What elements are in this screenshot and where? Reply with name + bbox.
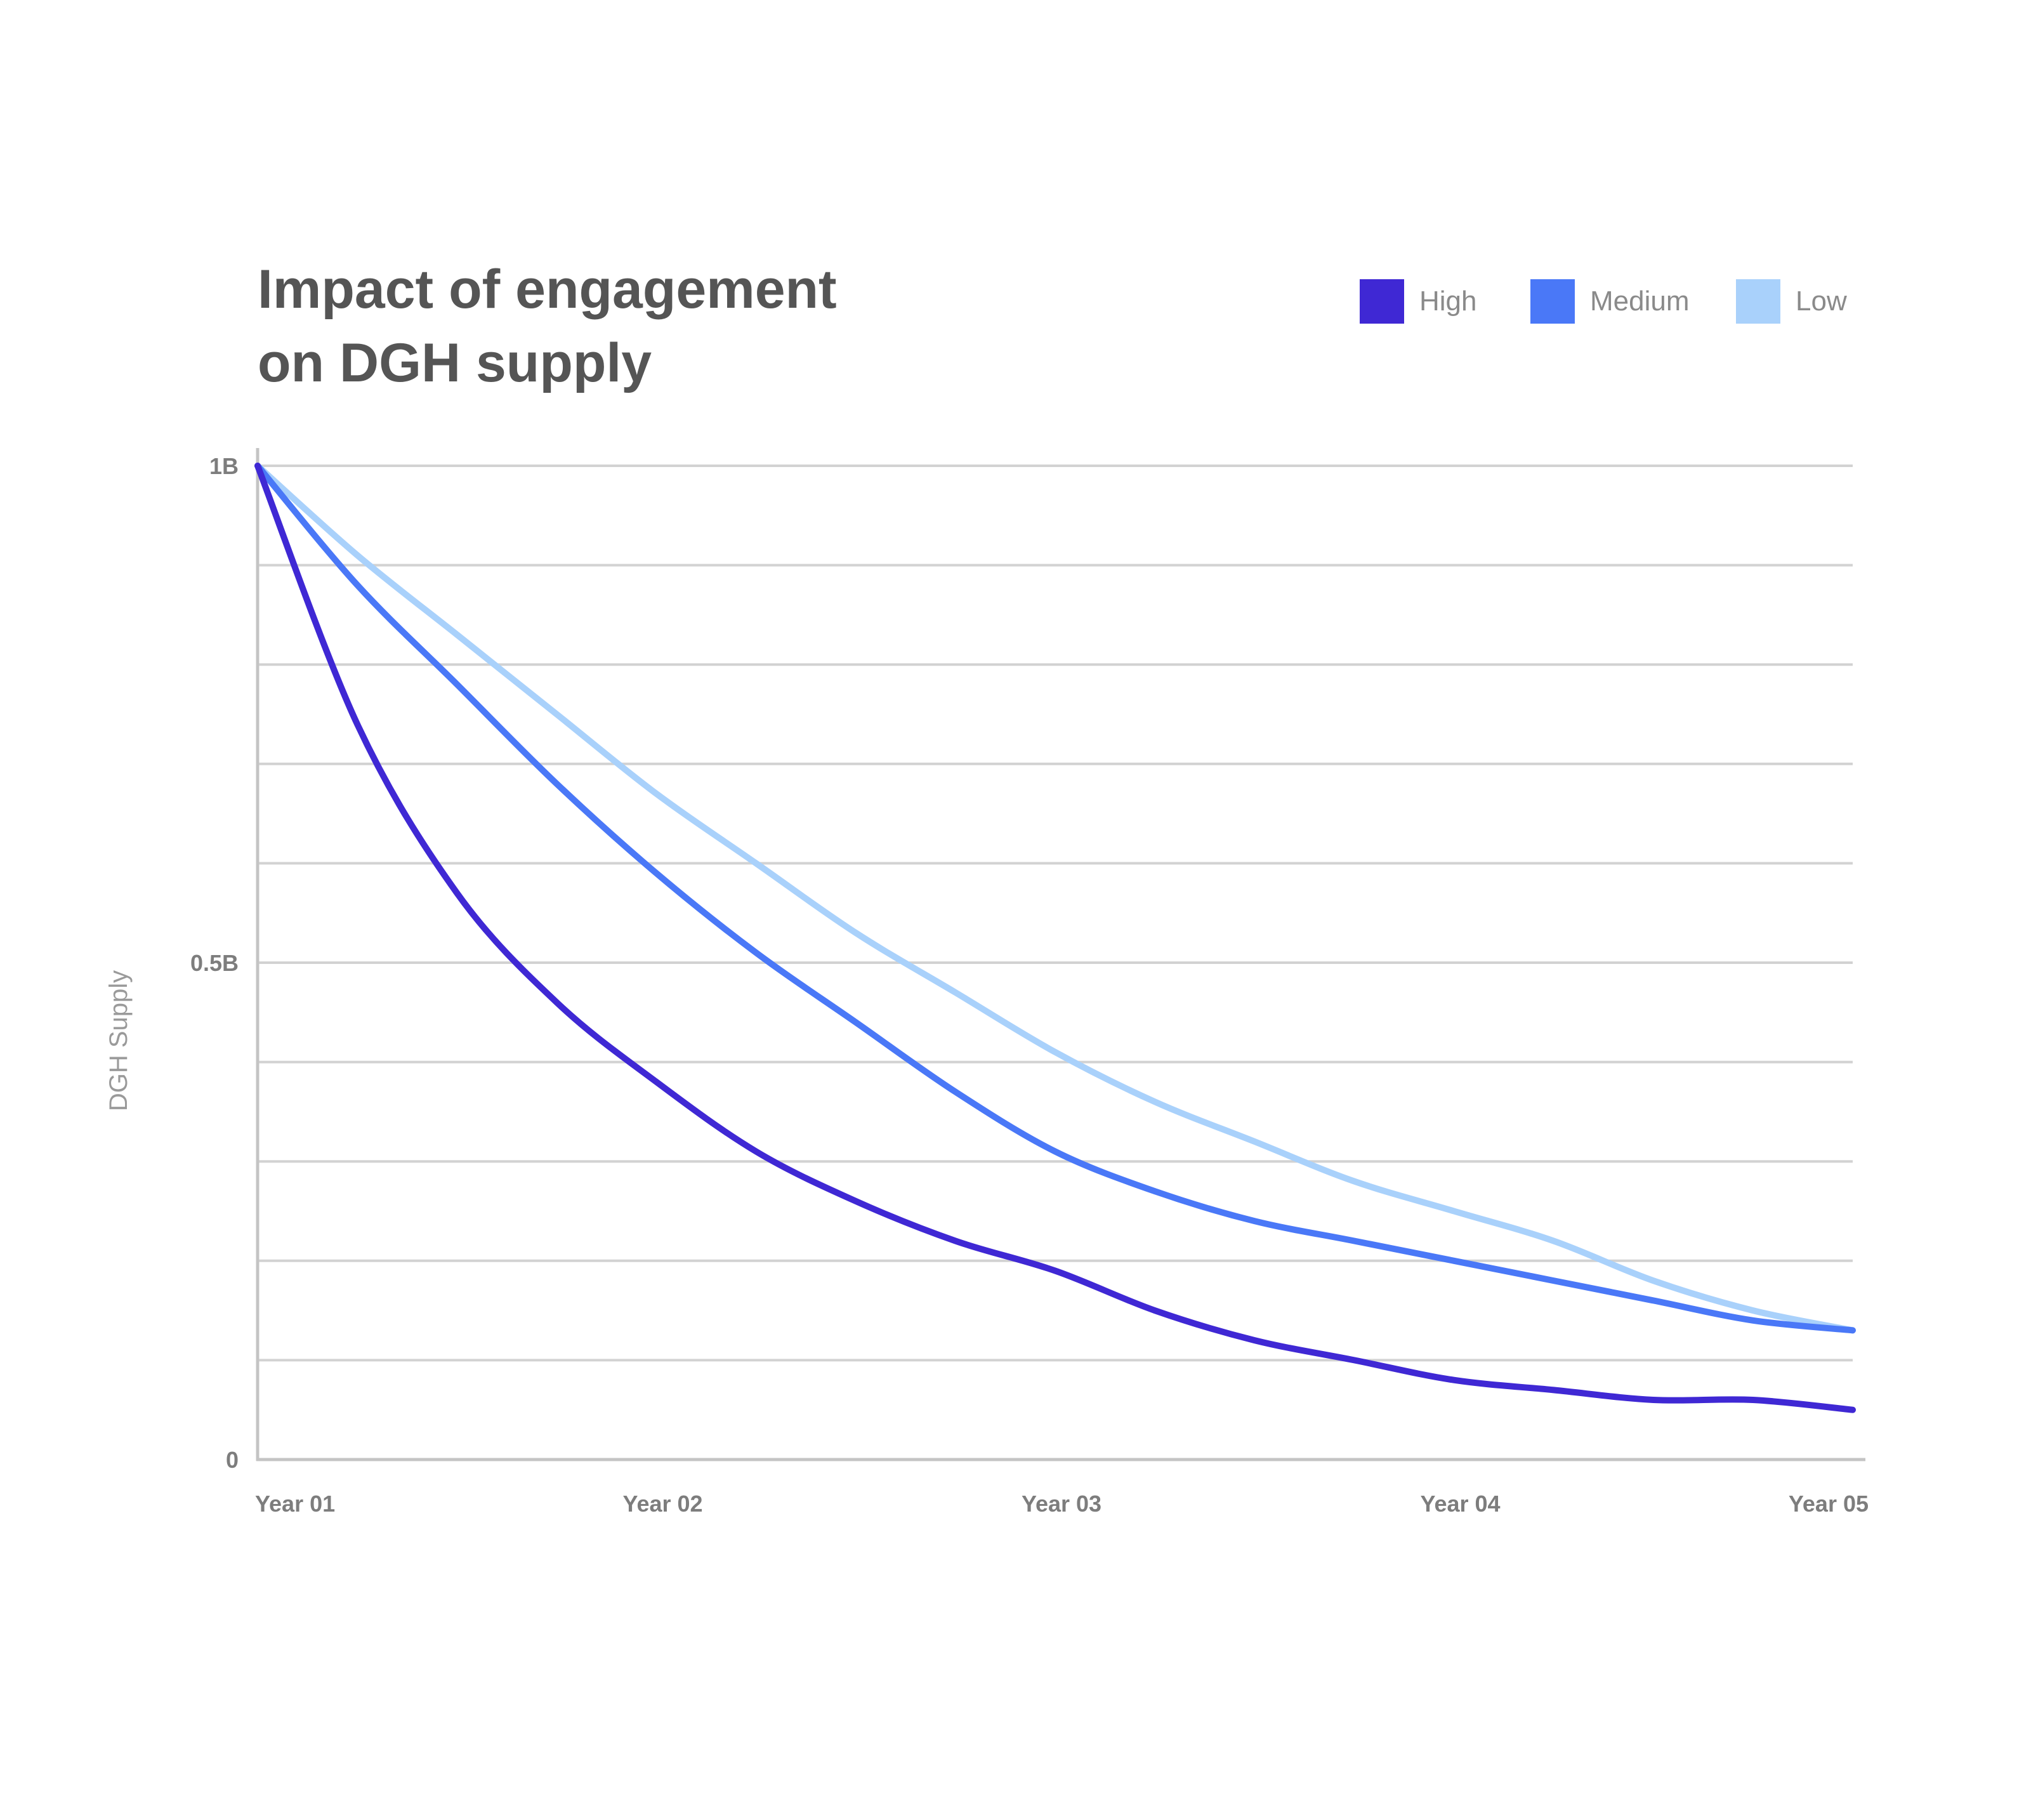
legend-label-medium: Medium <box>1590 286 1690 317</box>
y-tick-label: 0.5B <box>190 950 239 976</box>
legend-label-high: High <box>1419 286 1477 317</box>
legend-item-medium[interactable]: Medium <box>1530 279 1690 324</box>
gridlines <box>258 465 1853 1362</box>
x-tick-label: Year 05 <box>1789 1491 1869 1517</box>
x-tick-labels: Year 01 Year 02 Year 03 Year 04 Year 05 <box>255 1491 1869 1517</box>
chart-title-line-2: on DGH supply <box>258 333 652 393</box>
series-lines <box>254 463 1856 1413</box>
x-tick-label: Year 03 <box>1022 1491 1101 1517</box>
y-tick-label: 1B <box>209 453 239 479</box>
y-tick-labels: 0 0.5B 1B <box>190 453 239 1473</box>
y-axis-label: DGH Supply <box>105 970 133 1111</box>
legend-swatch-low <box>1736 279 1780 324</box>
chart-legend: High Medium Low <box>0 279 2031 324</box>
legend-swatch-high <box>1360 279 1404 324</box>
x-tick-label: Year 04 <box>1420 1491 1500 1517</box>
series-line-medium <box>254 463 1856 1334</box>
y-tick-label: 0 <box>226 1447 239 1473</box>
legend-swatch-medium <box>1530 279 1575 324</box>
x-tick-label: Year 02 <box>622 1491 702 1517</box>
series-line-high <box>254 463 1856 1413</box>
x-tick-label: Year 01 <box>255 1491 335 1517</box>
legend-item-low[interactable]: Low <box>1736 279 1847 324</box>
axes <box>256 448 1865 1461</box>
chart-title: Impact of engagement on DGH supply <box>258 253 837 400</box>
chart-title-line-1: Impact of engagement <box>258 259 837 320</box>
legend-item-high[interactable]: High <box>1360 279 1477 324</box>
series-line-low <box>254 463 1856 1334</box>
legend-label-low: Low <box>1796 286 1847 317</box>
